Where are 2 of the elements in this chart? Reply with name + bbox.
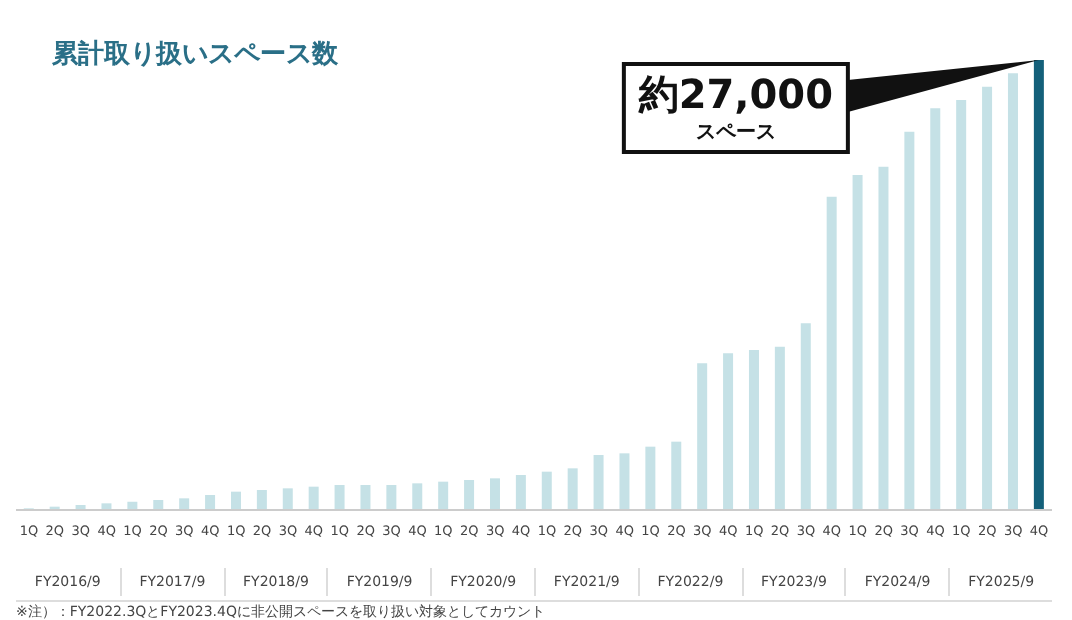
chart-title: 累計取り扱いスペース数: [52, 37, 338, 72]
data-label: 約27,000 スペース: [636, 70, 834, 144]
